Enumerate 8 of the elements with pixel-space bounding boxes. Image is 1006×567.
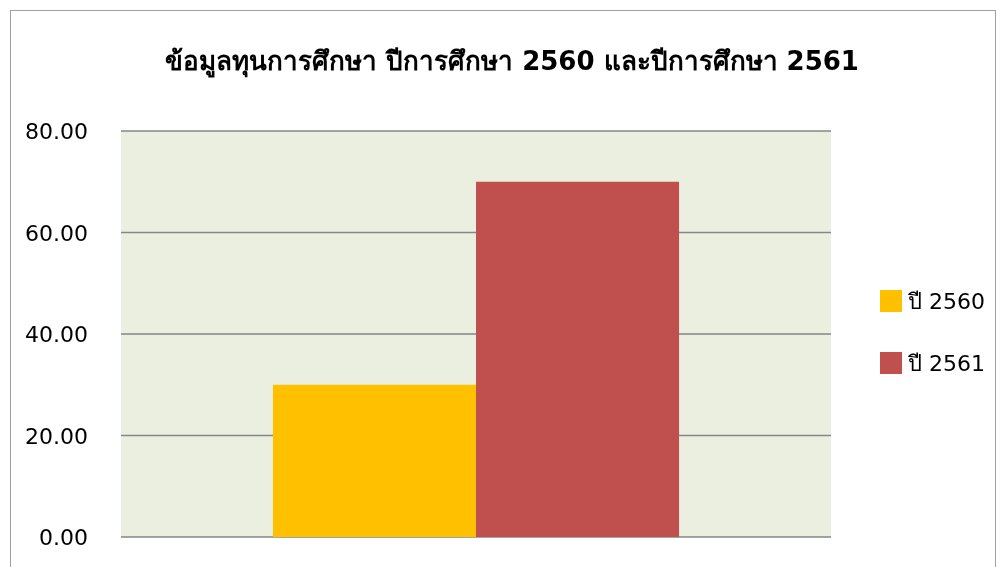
legend-label: ปี 2561 (907, 351, 985, 376)
y-tick-label: 40.00 (25, 322, 88, 347)
y-tick-label: 0.00 (39, 525, 88, 550)
legend-label: ปี 2560 (907, 289, 985, 314)
y-tick-label: 20.00 (25, 423, 88, 449)
y-tick-label: 60.00 (25, 220, 88, 246)
chart-title: ข้อมูลทุนการศึกษา ปีการศึกษา 2560 และปีการศึกษา 2561 (165, 46, 859, 78)
y-tick-label: 80.00 (25, 119, 88, 144)
